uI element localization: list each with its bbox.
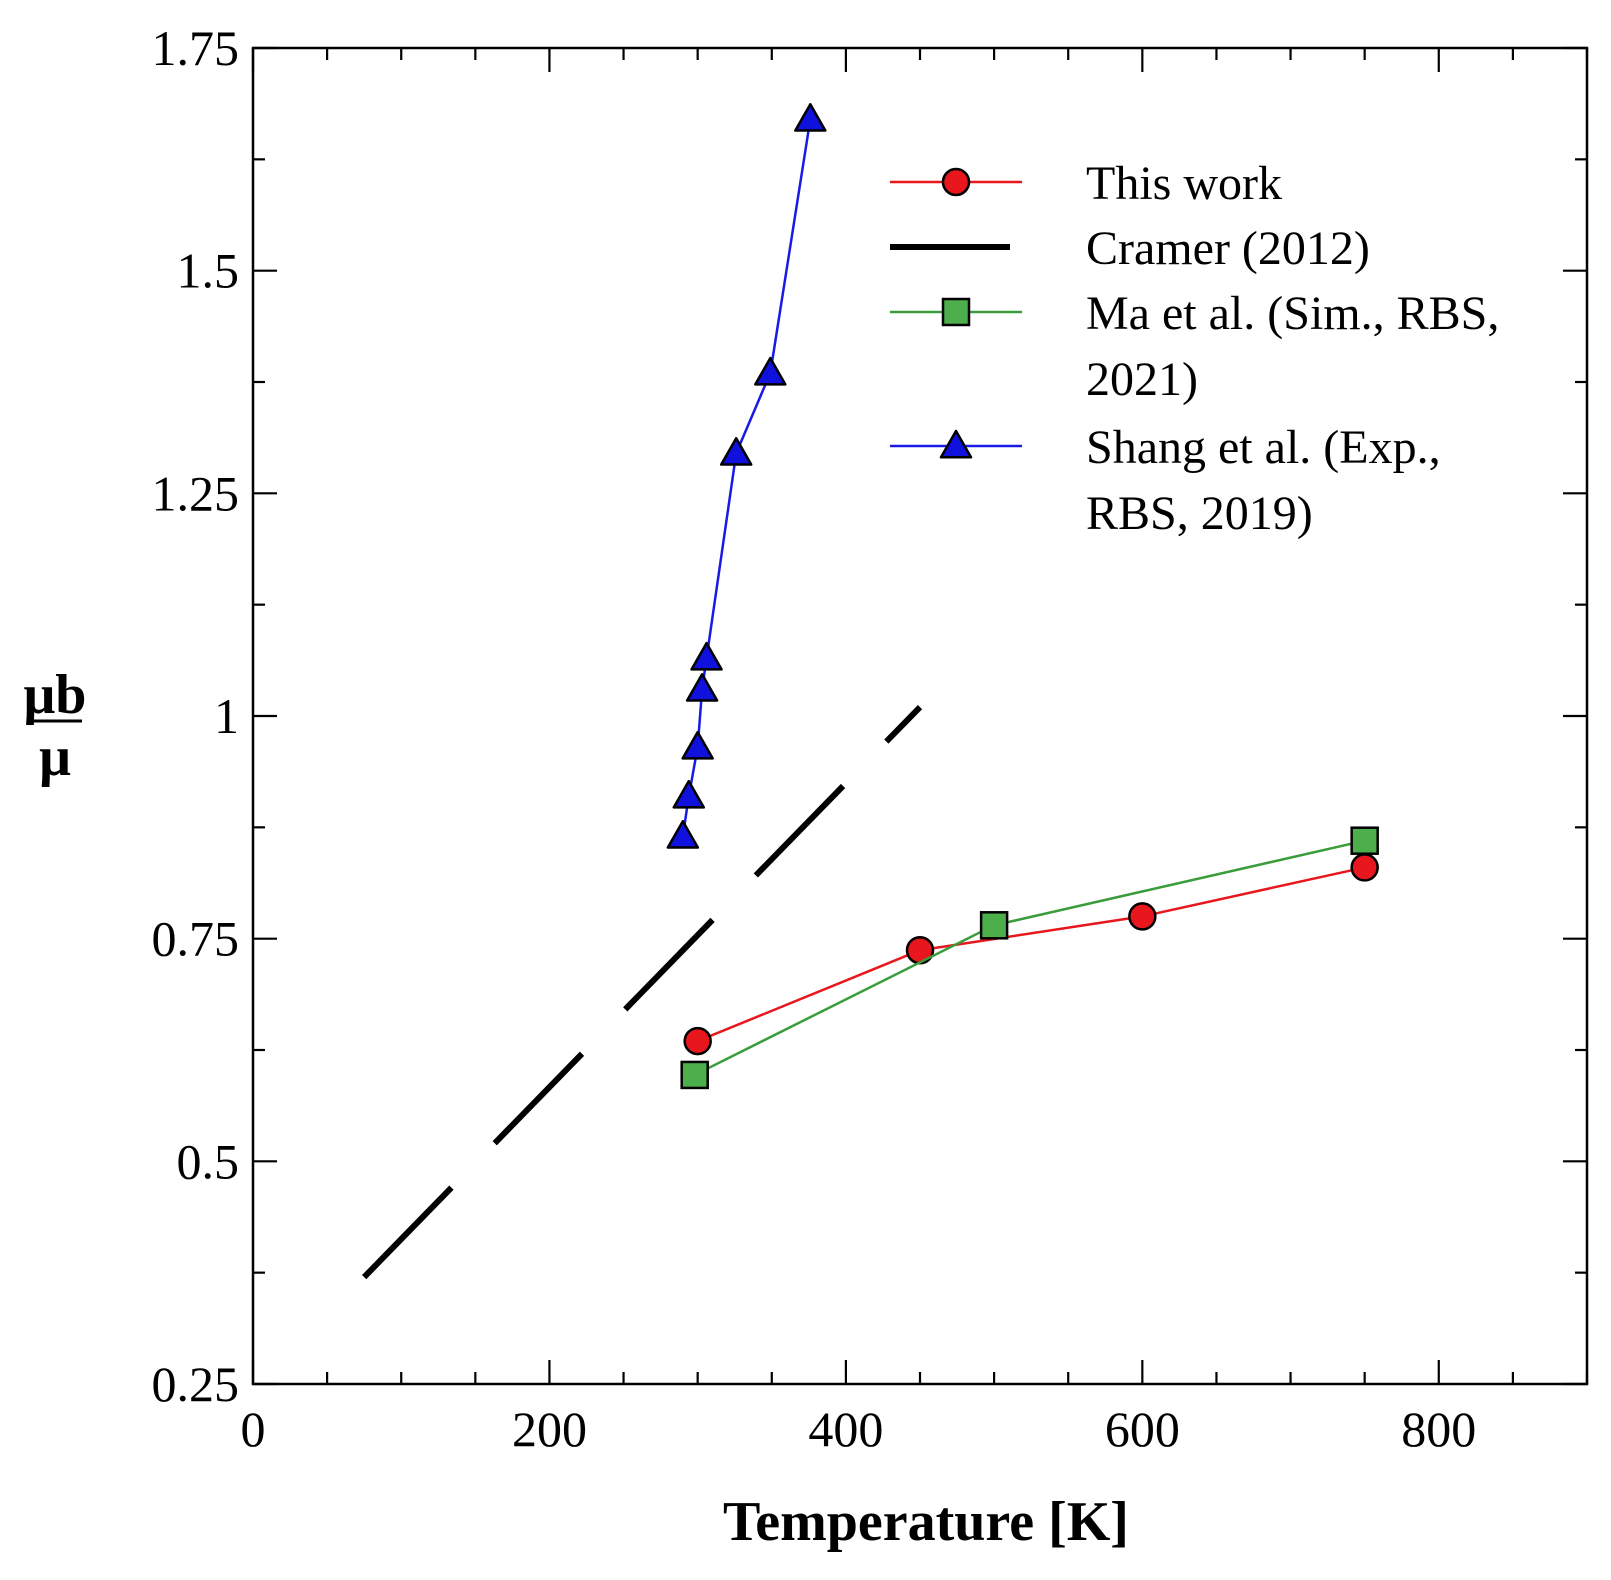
series-layer: [362, 103, 1379, 1280]
legend-entry-3: Ma et al. (Sim., RBS, 2021): [890, 287, 1499, 406]
y-tick-label: 0.5: [177, 1133, 240, 1189]
data-point: [979, 911, 1009, 940]
legend-entry-1: This work: [890, 157, 1282, 210]
data-point: [1350, 826, 1379, 855]
y-tick-label: 1.5: [177, 243, 240, 299]
y-axis-title: μb μ: [24, 664, 87, 788]
series-2: [362, 704, 923, 1280]
data-point: [1350, 853, 1379, 882]
x-tick-label: 800: [1401, 1401, 1476, 1457]
data-point: [1128, 902, 1157, 931]
data-point: [681, 730, 714, 760]
y-tick-label: 1: [214, 688, 239, 744]
x-tick-label: 400: [808, 1401, 883, 1457]
legend-marker: [941, 297, 971, 327]
y-axis-title-numerator: μb: [24, 664, 87, 726]
legend-marker: [939, 429, 973, 459]
x-axis-title: Temperature [K]: [723, 1491, 1129, 1553]
legend-entry-2: Cramer (2012): [890, 222, 1370, 275]
data-point: [905, 935, 935, 965]
legend-label: 2021): [1086, 353, 1198, 406]
data-point: [754, 356, 787, 386]
data-point: [666, 819, 700, 849]
y-axis-title-denominator: μ: [39, 726, 71, 788]
x-tick-label: 0: [241, 1401, 266, 1457]
data-point: [690, 641, 723, 671]
data-point: [680, 1060, 709, 1090]
tick-labels-layer: 0 200 400 600 800 0.25 0.5 0.75 1 1.25 1.5 1.75: [152, 20, 1477, 1457]
series-4: [666, 103, 827, 849]
data-point: [685, 673, 719, 702]
y-tick-label: 0.75: [152, 911, 240, 967]
ticks-layer: [251, 46, 1589, 1386]
data-point: [794, 103, 827, 132]
data-point: [719, 437, 753, 466]
x-tick-label: 600: [1105, 1401, 1180, 1457]
data-point: [683, 1026, 712, 1056]
legend-label: This work: [1086, 157, 1282, 210]
legend: This work Cramer (2012) Ma et al. (Sim., R…: [890, 157, 1499, 540]
plot-frame: [251, 46, 1589, 1386]
legend-marker: [941, 167, 971, 197]
series-line: [362, 704, 923, 1280]
data-point: [672, 779, 706, 809]
y-tick-label: 1.25: [152, 465, 240, 521]
legend-label: Shang et al. (Exp.,: [1086, 421, 1441, 474]
y-tick-label: 1.75: [152, 20, 240, 76]
legend-label: Ma et al. (Sim., RBS,: [1086, 287, 1499, 340]
series-1: [683, 853, 1379, 1056]
legend-label: Cramer (2012): [1086, 222, 1370, 275]
x-tick-label: 200: [512, 1401, 587, 1457]
y-tick-label: 0.25: [152, 1356, 240, 1412]
series-3: [680, 826, 1379, 1090]
legend-entry-4: Shang et al. (Exp., RBS, 2019): [890, 421, 1441, 540]
series-line: [697, 866, 1365, 1043]
legend-label: RBS, 2019): [1086, 487, 1313, 540]
